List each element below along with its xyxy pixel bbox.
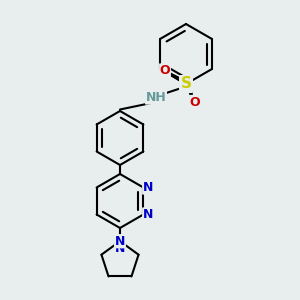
Text: N: N	[115, 235, 125, 248]
Text: NH: NH	[146, 91, 167, 104]
Text: N: N	[143, 181, 153, 194]
Text: O: O	[160, 64, 170, 77]
Text: N: N	[143, 208, 153, 221]
Text: O: O	[190, 95, 200, 109]
Text: S: S	[181, 76, 191, 92]
Text: N: N	[115, 242, 125, 256]
